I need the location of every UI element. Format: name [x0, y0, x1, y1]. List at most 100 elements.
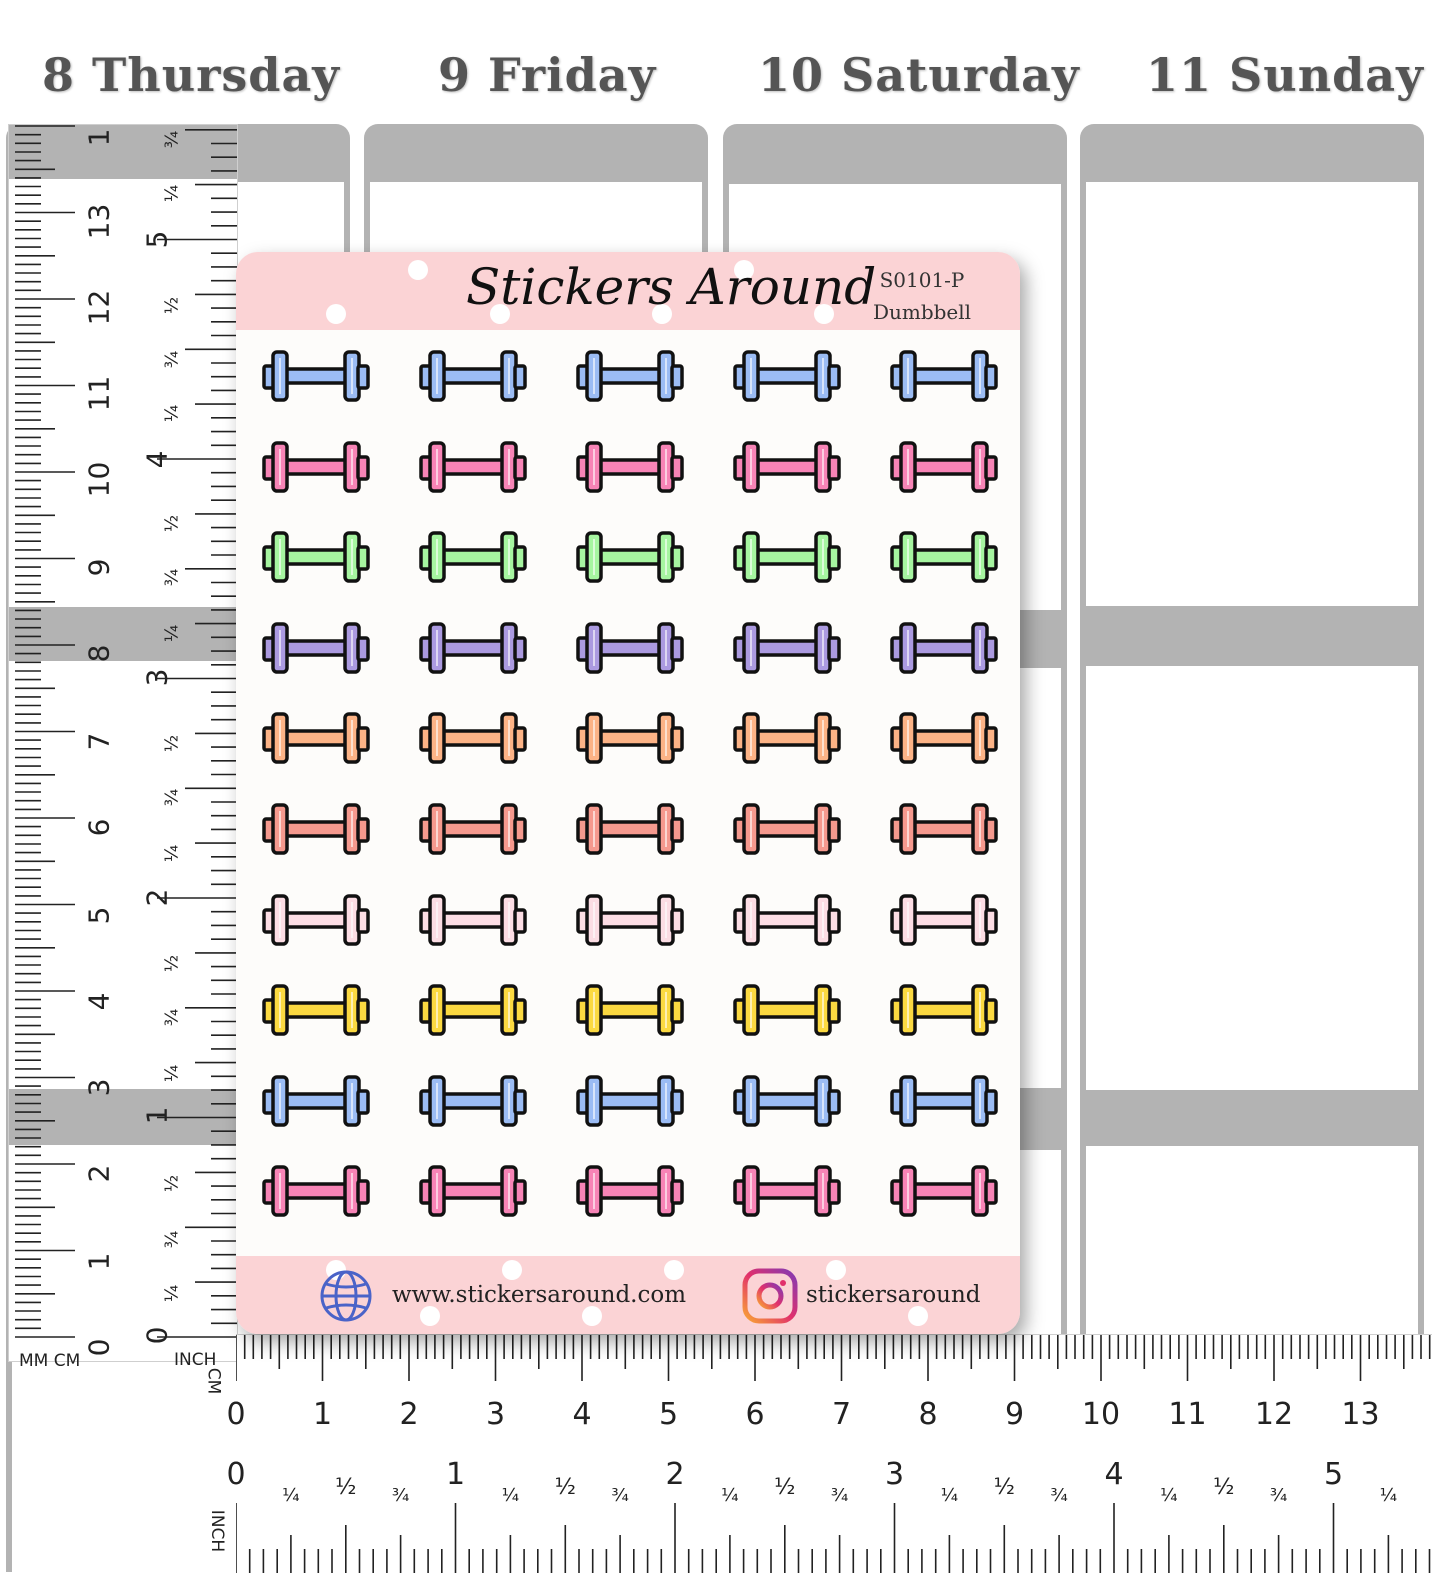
ruler-fraction: ½ — [993, 1475, 1015, 1500]
dumbbell-icon — [733, 893, 841, 946]
dumbbell-icon — [733, 622, 841, 674]
dumbbell-icon — [262, 1165, 370, 1218]
ruler-inch-number: 2 — [140, 888, 174, 907]
ruler-cm-number: 12 — [82, 289, 116, 326]
dumbbell-icon — [262, 712, 370, 765]
dumbbell-sticker — [413, 976, 533, 1046]
dumbbell-sticker — [256, 433, 376, 503]
dumbbell-icon — [419, 712, 527, 765]
ruler-cm-number: 7 — [831, 1397, 852, 1432]
dumbbell-icon — [419, 531, 527, 583]
ruler-cm-number: 8 — [82, 644, 116, 663]
footer-dot — [582, 1306, 602, 1326]
product-name: Dumbbell — [872, 300, 972, 324]
ruler-cm-number: 2 — [399, 1397, 419, 1432]
dumbbell-icon — [733, 984, 841, 1036]
ruler-cm-number: 9 — [82, 558, 116, 577]
dumbbell-icon — [419, 1165, 527, 1218]
instagram-handle[interactable]: stickersaround — [806, 1282, 981, 1308]
ruler-inch-number: 1 — [140, 1106, 174, 1125]
dumbbell-sticker — [413, 886, 533, 956]
dumbbell-icon — [890, 531, 998, 583]
dumbbell-icon — [576, 712, 684, 765]
dumbbell-icon — [262, 984, 370, 1036]
sticker-sheet: Stickers Around S0101-P Dumbbell www.sti… — [236, 252, 1020, 1334]
ruler-cm-number: 4 — [572, 1397, 592, 1432]
ruler-inch-number: 4 — [1104, 1457, 1124, 1492]
dumbbell-icon — [890, 1165, 998, 1218]
ruler-fraction: ½ — [161, 296, 183, 315]
ruler-fraction: ¼ — [501, 1485, 520, 1506]
ruler-fraction: ¾ — [391, 1485, 410, 1506]
ruler-fraction: ¼ — [161, 1064, 183, 1083]
ruler-fraction: ½ — [161, 954, 183, 973]
dumbbell-sticker — [884, 523, 1004, 593]
header-dot — [490, 304, 510, 324]
website-link[interactable]: www.stickersaround.com — [392, 1282, 687, 1308]
ruler-fraction: ¼ — [1160, 1485, 1178, 1506]
dumbbell-sticker — [884, 976, 1004, 1046]
dumbbell-sticker — [413, 342, 533, 412]
dumbbell-sticker — [727, 614, 847, 684]
ruler-fraction: ¼ — [161, 184, 183, 203]
horizontal-ruler-cm-label: CM — [203, 1367, 224, 1395]
dumbbell-icon — [419, 1075, 527, 1127]
footer-dot — [826, 1260, 846, 1280]
ruler-cm-number: 0 — [226, 1397, 246, 1432]
dumbbell-icon — [733, 803, 841, 855]
ruler-cm-number: 13 — [82, 203, 116, 240]
ruler-fraction: ½ — [774, 1475, 796, 1500]
dumbbell-icon — [890, 350, 998, 402]
day-title-thursday: 8 Thursday — [42, 48, 340, 102]
dumbbell-icon — [576, 440, 684, 493]
globe-icon — [320, 1270, 372, 1322]
ruler-fraction: ¼ — [940, 1485, 959, 1506]
dumbbell-icon — [419, 893, 527, 946]
ruler-cm-number: 6 — [82, 818, 116, 837]
dumbbell-sticker — [727, 1067, 847, 1137]
ruler-cm-number: 1 — [82, 1252, 116, 1271]
ruler-fraction: ¾ — [161, 130, 183, 149]
dumbbell-icon — [576, 622, 684, 674]
dumbbell-icon — [262, 622, 370, 674]
dumbbell-icon — [262, 440, 370, 493]
ruler-fraction: ½ — [161, 1174, 183, 1193]
dumbbell-sticker — [256, 976, 376, 1046]
ruler-fraction: ¾ — [161, 1230, 183, 1249]
ruler-fraction: ¾ — [830, 1485, 849, 1506]
dumbbell-icon — [890, 440, 998, 493]
dumbbell-icon — [733, 1075, 841, 1127]
ruler-fraction: ¼ — [161, 404, 183, 423]
ruler-cm-number: 2 — [82, 1164, 116, 1183]
ruler-fraction: ¾ — [161, 568, 183, 587]
dumbbell-sticker — [727, 342, 847, 412]
dumbbell-sticker — [570, 342, 690, 412]
dumbbell-sticker — [727, 704, 847, 774]
dumbbell-sticker — [413, 704, 533, 774]
dumbbell-icon — [733, 440, 841, 493]
ruler-cm-number: 10 — [1081, 1397, 1121, 1432]
dumbbell-icon — [262, 893, 370, 946]
dumbbell-icon — [262, 1075, 370, 1127]
ruler-cm-number: 4 — [82, 992, 116, 1011]
ruler-fraction: ¼ — [161, 1284, 183, 1303]
ruler-cm-number: 9 — [1004, 1397, 1025, 1432]
sheet-header: Stickers Around S0101-P Dumbbell — [236, 252, 1020, 330]
ruler-fraction: ½ — [1213, 1475, 1235, 1500]
dumbbell-sticker — [884, 342, 1004, 412]
ruler-fraction: ¾ — [1050, 1485, 1068, 1506]
dumbbell-icon — [890, 984, 998, 1036]
vertical-ruler-inch-label: INCH — [174, 1350, 217, 1370]
dumbbell-sticker — [570, 976, 690, 1046]
vertical-ruler: 1 13 12 11 10 9 8 7 6 5 4 3 2 1 0 5 4 3 2 1 0 ¾ ¼ ½ ¾ ¼ ½ ¾ ¼ ½ ¾ ¼ ½ ¾ ¼ ½… — [8, 124, 238, 1371]
ruler-cm-number: 1 — [82, 128, 116, 147]
dumbbell-sticker — [884, 1157, 1004, 1227]
dumbbell-sticker — [884, 1067, 1004, 1137]
ruler-inch-number: 3 — [140, 668, 174, 687]
day-title-sunday: 11 Sunday — [1146, 48, 1424, 102]
ruler-fraction: ¼ — [161, 624, 183, 643]
dumbbell-icon — [262, 803, 370, 855]
horizontal-ruler-ticks — [236, 1335, 1431, 1573]
ruler-cm-number: 13 — [1341, 1397, 1380, 1432]
dumbbell-sticker — [884, 614, 1004, 684]
